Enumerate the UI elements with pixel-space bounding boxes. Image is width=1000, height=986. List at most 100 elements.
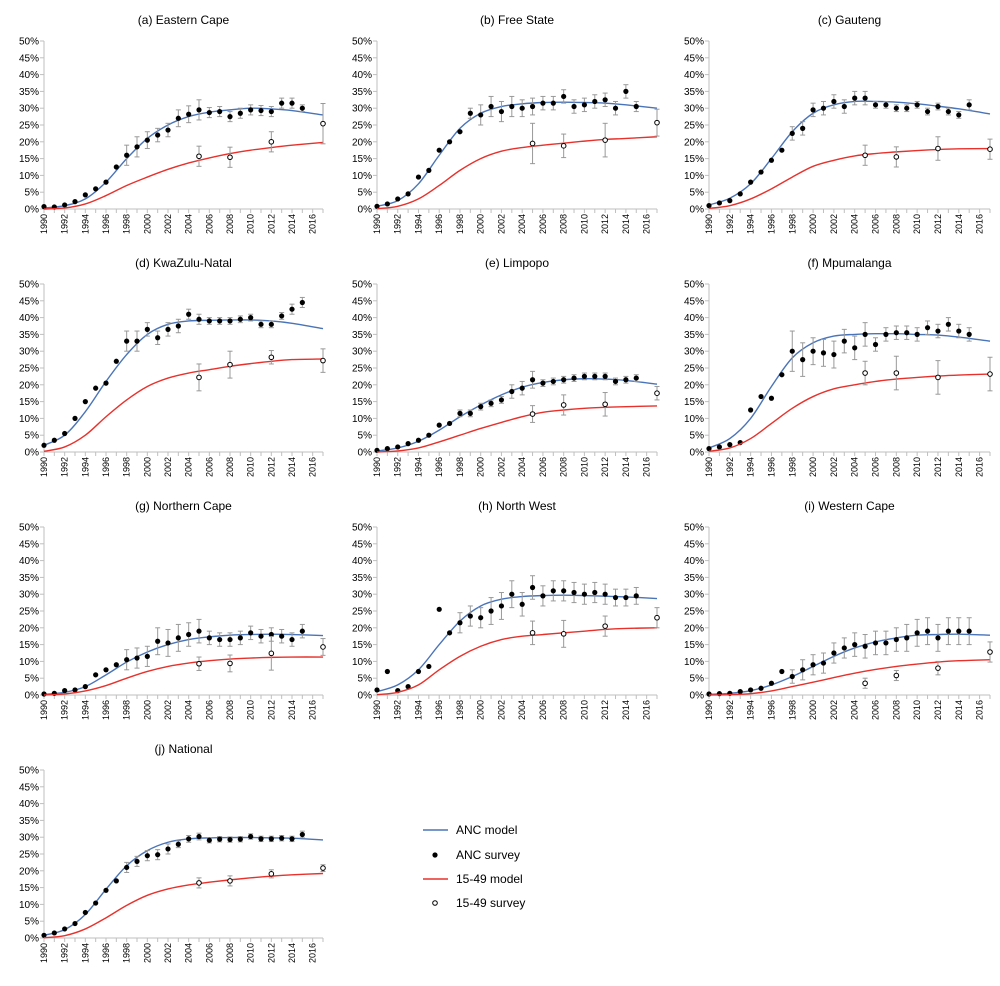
- x-tick-label: 2000: [142, 943, 152, 963]
- chart-panel: (f) Mpumalanga 0% 5% 10% 15% 20% 25% 30% 35% 40% 4…: [684, 256, 993, 477]
- x-tick-label: 2010: [246, 214, 256, 234]
- anc-survey-point: [186, 836, 192, 842]
- adult-survey-point: [227, 361, 233, 368]
- anc-survey-point: [592, 373, 598, 379]
- anc-survey-point: [268, 631, 274, 638]
- anc-survey-point: [186, 631, 192, 638]
- x-tick-label: 2008: [559, 214, 569, 234]
- anc-survey-point: [478, 112, 484, 118]
- x-tick-label: 2014: [954, 700, 964, 720]
- x-tick-label: 2006: [871, 700, 881, 720]
- y-tick-label: 15%: [684, 154, 704, 165]
- anc-survey-point: [196, 107, 202, 113]
- anc-survey-point: [227, 636, 233, 643]
- x-tick-label: 2012: [266, 214, 276, 234]
- anc-survey-point: [103, 179, 109, 185]
- anc-survey-point: [768, 395, 775, 401]
- anc-survey-point: [279, 313, 285, 319]
- y-tick-label: 30%: [19, 590, 39, 601]
- anc-survey-point: [41, 691, 47, 697]
- x-tick-label: 1994: [80, 214, 90, 234]
- adult-survey-point: [893, 370, 900, 376]
- x-tick-label: 2008: [225, 700, 235, 720]
- y-tick-label: 25%: [19, 364, 39, 375]
- anc-survey-point: [82, 192, 88, 198]
- anc-survey-point: [395, 444, 401, 450]
- y-tick-label: 45%: [19, 539, 39, 550]
- anc-survey-point: [299, 105, 305, 111]
- anc-survey-point: [498, 603, 505, 609]
- x-tick-label: 1992: [393, 457, 403, 477]
- x-tick-label: 1998: [122, 700, 132, 720]
- anc-survey-point: [93, 672, 99, 678]
- y-tick-label: 35%: [352, 573, 372, 584]
- anc-survey-point: [716, 200, 723, 206]
- y-tick-label: 15%: [352, 397, 372, 408]
- anc-survey-point: [779, 668, 785, 675]
- anc-survey-point: [175, 635, 181, 641]
- x-tick-label: 2016: [642, 457, 652, 477]
- anc-model-line: [376, 101, 658, 207]
- anc-survey-point: [581, 591, 588, 597]
- anc-survey-point: [196, 628, 202, 634]
- x-tick-label: 1990: [372, 457, 382, 477]
- anc-survey-point: [893, 105, 899, 111]
- adult-model-line: [708, 659, 991, 696]
- y-tick-label: 50%: [352, 280, 372, 291]
- x-tick-label: 2006: [204, 457, 214, 477]
- x-tick-label: 2012: [266, 457, 276, 477]
- x-tick-label: 2012: [933, 214, 943, 234]
- x-tick-label: 1996: [766, 457, 776, 477]
- anc-survey-point: [748, 407, 754, 413]
- anc-survey-point: [966, 331, 972, 337]
- anc-survey-point: [165, 127, 171, 133]
- anc-survey-point: [299, 628, 305, 634]
- x-tick-label: 2008: [891, 700, 901, 720]
- chart-title: (g) Northern Cape: [135, 499, 232, 513]
- anc-survey-point: [914, 331, 920, 337]
- anc-survey-point: [237, 316, 243, 322]
- x-tick-label: 2010: [246, 457, 256, 477]
- adult-survey-point: [529, 630, 536, 636]
- x-tick-label: 2014: [954, 214, 964, 234]
- x-tick-label: 2000: [476, 457, 486, 477]
- anc-survey-point: [623, 594, 629, 601]
- anc-survey-point: [289, 306, 295, 312]
- x-tick-label: 2012: [600, 214, 610, 234]
- anc-survey-point: [602, 373, 608, 379]
- adult-model-line: [376, 136, 658, 210]
- x-tick-label: 1994: [80, 457, 90, 477]
- adult-model-line: [43, 872, 324, 939]
- x-tick-label: 1990: [39, 457, 49, 477]
- anc-survey-point: [227, 836, 233, 843]
- anc-survey-point: [457, 129, 463, 135]
- anc-survey-point: [904, 105, 910, 111]
- adult-survey-point: [935, 665, 941, 671]
- anc-survey-point: [165, 326, 171, 332]
- y-tick-label: 35%: [684, 87, 704, 98]
- chart-title: (a) Eastern Cape: [138, 13, 230, 27]
- anc-survey-point: [279, 633, 285, 639]
- y-tick-label: 10%: [684, 657, 704, 668]
- y-tick-label: 5%: [25, 674, 40, 685]
- anc-survey-point: [612, 594, 619, 601]
- x-tick-label: 1998: [787, 214, 797, 234]
- anc-survey-point: [405, 191, 411, 197]
- x-tick-label: 1996: [434, 214, 444, 234]
- anc-survey-point: [727, 442, 733, 448]
- y-tick-label: 0%: [358, 205, 373, 216]
- x-tick-label: 2000: [808, 457, 818, 477]
- anc-survey-point: [768, 680, 775, 686]
- anc-model-line: [708, 100, 991, 206]
- chart-panel: (i) Western Cape 0% 5% 10% 15% 20% 25% 30% 35% 40…: [684, 499, 993, 720]
- y-tick-label: 5%: [690, 431, 705, 442]
- x-tick-label: 1994: [413, 457, 423, 477]
- x-tick-label: 2012: [600, 700, 610, 720]
- anc-survey-point: [498, 108, 505, 115]
- y-tick-label: 45%: [684, 539, 704, 550]
- anc-survey-point: [124, 338, 130, 344]
- anc-survey-point: [602, 97, 608, 103]
- y-tick-label: 30%: [352, 347, 372, 358]
- anc-survey-point: [862, 331, 868, 337]
- adult-survey-point: [320, 357, 326, 364]
